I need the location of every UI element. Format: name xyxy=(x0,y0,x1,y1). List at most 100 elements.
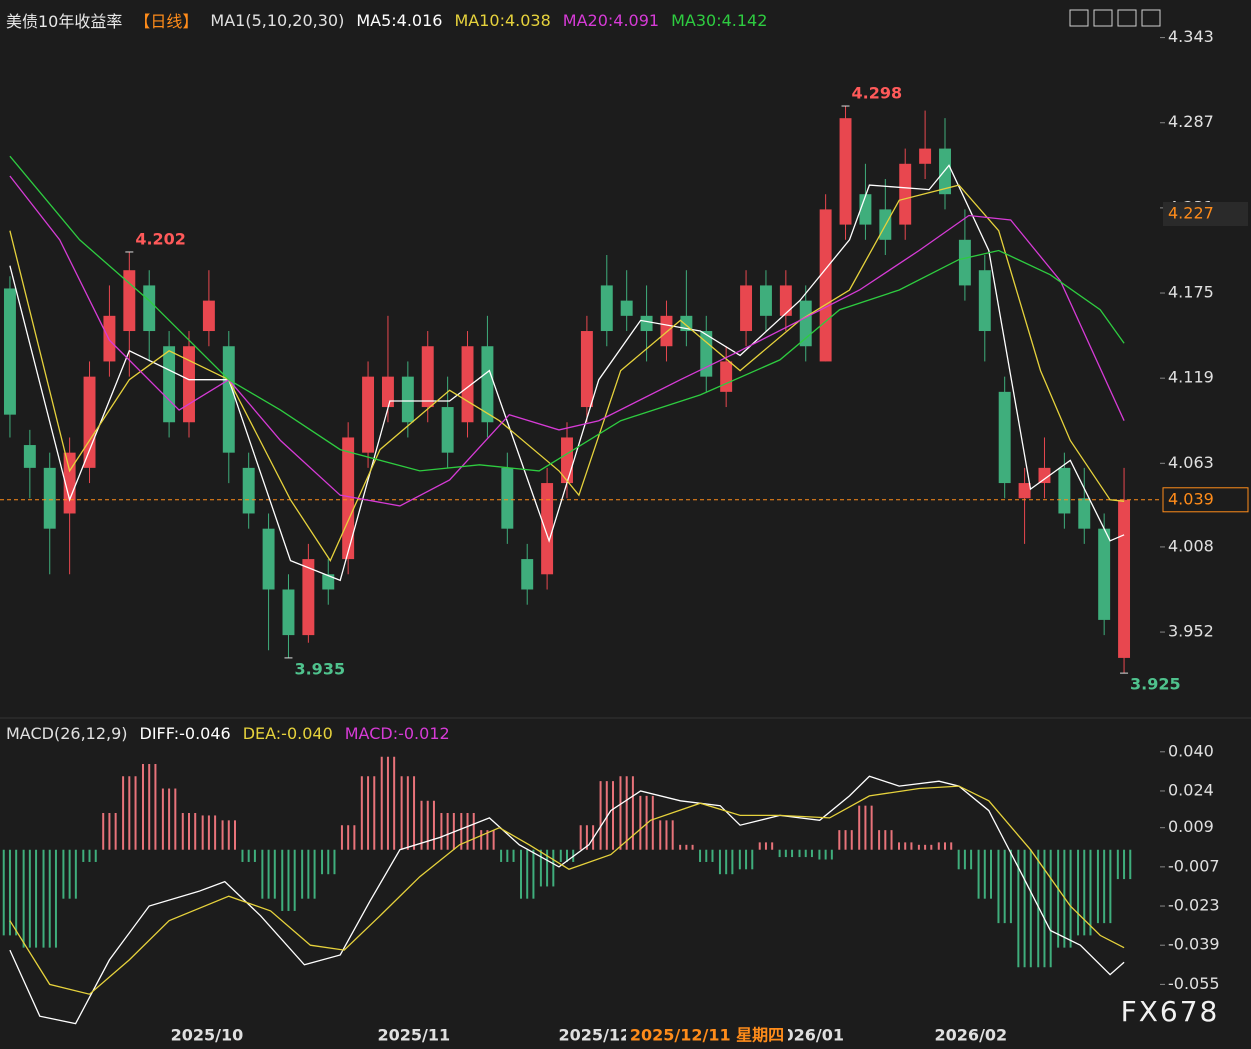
candle-body xyxy=(958,239,971,286)
legend-entry: DIFF:-0.046 xyxy=(139,724,231,743)
y-tick-label: 4.175 xyxy=(1168,283,1214,302)
y-tick-label: 4.119 xyxy=(1168,368,1214,387)
candle-body xyxy=(978,270,991,332)
candle-body xyxy=(222,346,235,453)
legend-entry: MA5:4.016 xyxy=(356,10,443,30)
candle-body xyxy=(202,300,215,332)
crosshair-box xyxy=(626,1025,788,1047)
candle-body xyxy=(262,528,275,590)
macd-title: MACD(26,12,9) xyxy=(6,724,128,743)
candle-body xyxy=(123,270,136,332)
candle-body xyxy=(362,376,375,453)
candle-body xyxy=(919,148,932,164)
tool-icon[interactable] xyxy=(1141,9,1161,27)
extreme-label: 3.925 xyxy=(1130,675,1181,694)
marker-box xyxy=(1163,201,1248,226)
candle-body xyxy=(720,361,733,392)
candle-body xyxy=(620,300,633,316)
candle-body xyxy=(1018,483,1031,499)
y-tick-label: 0.040 xyxy=(1168,741,1214,760)
extreme-label: 4.298 xyxy=(852,84,903,103)
y-tick-label: 4.287 xyxy=(1168,112,1214,131)
series-line xyxy=(9,164,1125,582)
x-tick-label: 2026/01 xyxy=(771,1026,844,1045)
crosshair-label: 2025/12/11 星期四 xyxy=(630,1026,784,1045)
candle-body xyxy=(1098,528,1111,620)
y-tick-label: -0.055 xyxy=(1168,974,1220,993)
x-tick-label: 2025/11 xyxy=(377,1026,450,1045)
candle-body xyxy=(998,391,1011,484)
y-tick-label: 0.009 xyxy=(1168,817,1214,836)
candle-body xyxy=(1038,467,1051,484)
candle-body xyxy=(481,346,494,423)
candle-body xyxy=(680,315,693,332)
candle-body xyxy=(183,346,195,423)
candle-body xyxy=(1058,467,1071,514)
candle-body xyxy=(939,148,951,195)
candle-body xyxy=(381,376,394,408)
x-tick-label: 2025/10 xyxy=(171,1026,244,1045)
candle-body xyxy=(322,574,335,590)
legend-entry: DEA:-0.040 xyxy=(242,724,333,743)
extreme-label: 3.935 xyxy=(294,659,345,678)
candle-body xyxy=(759,285,772,316)
tool-icon[interactable] xyxy=(1117,9,1137,27)
candle-body xyxy=(660,315,673,347)
candle-body xyxy=(501,467,514,529)
candle-body xyxy=(600,285,613,332)
candle-body xyxy=(640,315,653,332)
x-tick-label: 2025/12 xyxy=(559,1026,632,1045)
y-tick-label: -0.023 xyxy=(1168,896,1220,915)
candle-body xyxy=(561,437,573,484)
x-tick-label: 2026/02 xyxy=(935,1026,1008,1045)
candle-body xyxy=(401,376,414,423)
candle-body xyxy=(23,445,36,468)
chart-title: 美债10年收益率 xyxy=(6,12,123,31)
candle-body xyxy=(103,315,116,362)
candle-body xyxy=(163,346,176,423)
y-tick-label: 4.063 xyxy=(1168,453,1214,472)
marker-label: 4.227 xyxy=(1168,203,1214,222)
period-label: 【日线】 xyxy=(134,12,199,31)
candle-body xyxy=(342,437,355,560)
toolbar[interactable] xyxy=(1069,9,1161,27)
y-tick-label: 4.343 xyxy=(1168,27,1214,46)
candle-body xyxy=(1118,499,1131,658)
legend-entry: MA20:4.091 xyxy=(562,10,660,30)
candle-body xyxy=(302,559,315,636)
candle-body xyxy=(83,376,96,468)
legend-entry: MA10:4.038 xyxy=(454,10,551,30)
tool-icon[interactable] xyxy=(1093,9,1113,27)
legend-entry: MA30:4.142 xyxy=(671,10,768,30)
candle-body xyxy=(580,331,593,408)
candle-body xyxy=(899,163,912,225)
last-price-box xyxy=(1162,487,1249,513)
y-tick-label: -0.007 xyxy=(1168,856,1220,875)
candle-body xyxy=(1078,498,1091,529)
y-tick-label: 4.008 xyxy=(1168,536,1214,555)
candle-body xyxy=(541,483,554,575)
candle-body xyxy=(421,346,434,408)
series-line xyxy=(9,155,1125,472)
candle-body xyxy=(282,589,295,636)
extreme-label: 4.202 xyxy=(135,229,186,248)
candle-body xyxy=(859,194,872,225)
watermark: FX678 xyxy=(1121,995,1220,1028)
candle-body xyxy=(143,285,156,332)
legend-entry: MACD:-0.012 xyxy=(344,724,450,743)
candle-body xyxy=(242,467,255,514)
series-line xyxy=(9,785,1125,995)
candle-body xyxy=(63,452,76,514)
y-tick-label: 3.952 xyxy=(1168,622,1214,641)
series-line xyxy=(9,775,1125,1025)
candle-body xyxy=(779,285,792,316)
tool-icon[interactable] xyxy=(1069,9,1089,27)
candle-body xyxy=(441,407,454,453)
candle-body xyxy=(3,288,16,415)
series-line xyxy=(9,175,1125,507)
last-price-label: 4.039 xyxy=(1168,489,1214,508)
price-legend: 美债10年收益率 【日线】 MA1(5,10,20,30) MA5:4.016 MA10… xyxy=(6,8,767,32)
candle-body xyxy=(839,118,852,225)
candle-body xyxy=(799,300,812,347)
candle-body xyxy=(819,209,832,362)
